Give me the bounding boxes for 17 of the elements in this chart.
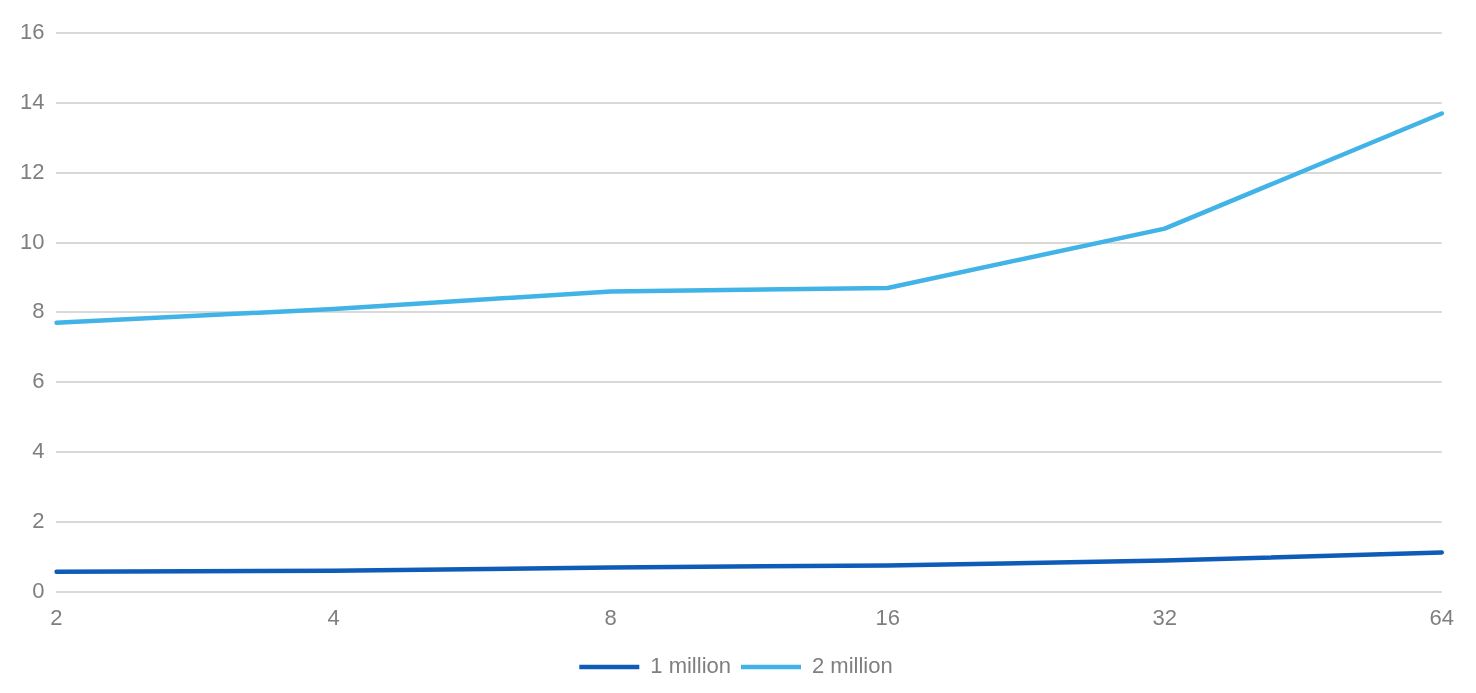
y-tick-label: 10	[19, 228, 45, 254]
x-tick-label: 16	[875, 604, 900, 630]
y-tick-label: 8	[32, 298, 45, 324]
legend-label: 2 million	[812, 653, 893, 679]
x-tick-label: 2	[50, 604, 63, 630]
y-tick-label: 12	[19, 158, 45, 184]
y-tick-label: 14	[19, 89, 45, 115]
legend-label: 1 million	[650, 653, 732, 679]
x-tick-label: 8	[604, 604, 617, 630]
y-tick-label: 0	[32, 577, 45, 603]
y-tick-label: 2	[32, 507, 45, 533]
x-tick-label: 4	[327, 604, 340, 630]
x-tick-label: 64	[1429, 604, 1455, 630]
y-tick-label: 6	[32, 368, 45, 394]
x-tick-label: 32	[1152, 604, 1177, 630]
y-tick-label: 4	[32, 438, 45, 464]
y-tick-label: 16	[19, 19, 45, 45]
